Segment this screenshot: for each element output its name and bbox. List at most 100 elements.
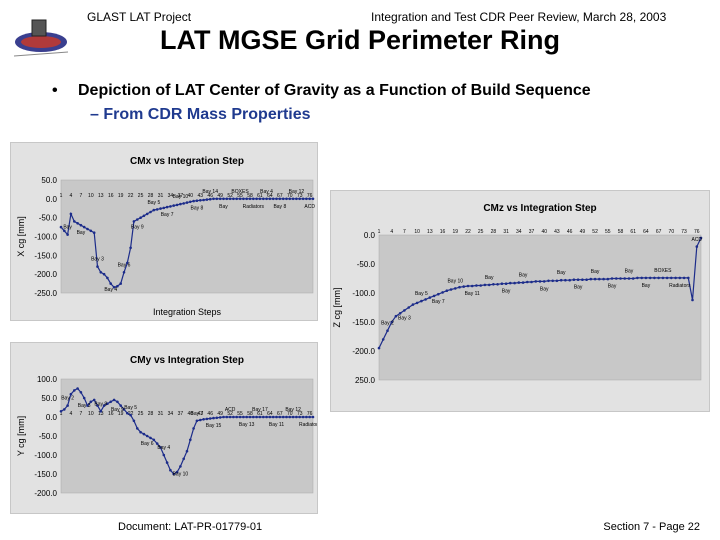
cmx-data-point [149, 210, 152, 214]
cmz-data-point [381, 338, 385, 341]
cmy-data-point [242, 415, 245, 419]
cmz-data-point [509, 281, 512, 285]
cmy-annotation: Bay 9 [111, 407, 124, 413]
cmx-xtick-label: 64 [267, 193, 273, 199]
cmy-annotation: Bay 2 [61, 396, 74, 402]
cmz-data-point [390, 320, 393, 324]
cmy-xtick-label: 4 [70, 411, 73, 417]
glast-logo [10, 12, 72, 62]
cmz-data-point [483, 283, 487, 287]
cmx-data-point [262, 197, 265, 201]
cmz-annotation: Bay [625, 269, 634, 275]
cmy-data-point [305, 415, 308, 419]
cmz-data-point [377, 346, 381, 350]
cmx-data-point [235, 197, 238, 201]
cmx-xtick-label: 76 [307, 193, 313, 199]
cmy-data-point [69, 392, 73, 396]
cmz-xtick-label: 10 [414, 229, 420, 235]
cmx-data-point [205, 198, 209, 201]
cmy-xtick-label: 25 [138, 411, 144, 417]
cmz-data-point [653, 276, 656, 280]
cmz-data-point [674, 276, 677, 280]
cmy-data-point [262, 415, 265, 419]
cmy-xtick-label: 55 [237, 411, 243, 417]
cmx-ytick-label: 50.0 [41, 176, 57, 185]
cmy-data-point [235, 415, 238, 419]
cmy-data-point [59, 410, 63, 413]
cmy-svg: CMy vs Integration Step 100.0 50.0 0.0 -50.0… [16, 355, 317, 498]
cmz-data-point [593, 277, 597, 281]
cmy-data-point [202, 418, 205, 421]
cmy-data-point [308, 415, 312, 419]
cmy-data-point [271, 415, 275, 419]
cmy-xtick-label: 70 [287, 411, 293, 417]
cmx-xlabel: Integration Steps [153, 307, 222, 317]
cmy-data-point [155, 442, 159, 445]
cmx-data-point [185, 201, 189, 204]
cmz-data-point [678, 276, 682, 280]
cmx-data-point [63, 229, 66, 233]
cmx-ylabel: X cg [mm] [16, 216, 26, 257]
cmz-data-point [458, 285, 461, 289]
cmy-data-point [212, 416, 215, 420]
cmz-data-point [526, 280, 529, 284]
cmz-data-point [398, 312, 402, 315]
cmy-annotation: Bay 13 [239, 422, 255, 428]
cmz-data-point [437, 292, 440, 296]
cmy-ytick-label: 100.0 [37, 375, 58, 384]
cmx-svg: CMx vs Integration Step 50.0 0.0 -50.0 -100.… [16, 156, 315, 317]
cmy-plot-area [60, 378, 314, 494]
cmz-data-point [475, 284, 478, 287]
cmx-data-point [179, 202, 182, 206]
cmx-xtick-label: 70 [287, 193, 293, 199]
cmy-xtick-label: 1 [60, 411, 63, 417]
cmy-xtick-label: 40 [188, 411, 194, 417]
cmx-data-point [192, 199, 195, 203]
cmx-title: CMx vs Integration Step [130, 156, 244, 167]
cmz-ytick-label: -200.0 [352, 347, 375, 356]
cmz-annotation: Bay [608, 284, 617, 290]
cmz-xtick-label: 4 [390, 229, 393, 235]
cmy-xtick-label: 10 [88, 411, 94, 417]
cmx-data-point [202, 198, 205, 202]
cmx-data-point [122, 271, 126, 274]
cmz-annotation: Bay 11 [465, 291, 480, 297]
cmz-data-point [428, 296, 432, 299]
cmz-annotation: Bay [642, 283, 651, 289]
cmx-data-point [212, 197, 215, 201]
cmx-annotation: Bay 3 [91, 257, 104, 263]
cmy-data-point [116, 400, 119, 404]
cmx-data-point [102, 272, 106, 276]
cmx-xtick-label: 13 [98, 193, 104, 199]
cmz-ytick-label: -150.0 [352, 318, 375, 327]
cmx-data-point [281, 197, 285, 201]
cmz-annotation: Bay [574, 285, 583, 291]
cmz-annotation: Bay [540, 286, 549, 292]
cmx-data-point [222, 197, 225, 201]
cmz-xtick-label: 55 [605, 229, 611, 235]
cmx-annotation: Bay 9 [131, 225, 144, 231]
page-title: LAT MGSE Grid Perimeter Ring [159, 25, 561, 55]
cmy-data-point [112, 398, 116, 402]
cmy-data-point [238, 415, 242, 419]
cmz-data-point [665, 276, 669, 280]
cmx-xtick-label: 19 [118, 193, 124, 199]
cmz-data-point [581, 278, 584, 281]
cmy-data-point [281, 415, 285, 419]
cmy-xtick-label: 19 [118, 411, 124, 417]
cmy-annotation: Bay 5 [124, 405, 137, 411]
cmx-annotation: Bay 7 [161, 212, 174, 218]
cmz-data-point [699, 236, 703, 240]
cmz-xtick-label: 43 [554, 229, 560, 235]
cmy-xtick-label: 67 [277, 411, 283, 417]
cmz-annotation: BOXES [654, 268, 672, 274]
cmz-xtick-label: 67 [656, 229, 662, 235]
chart-cmx: CMx vs Integration Step 50.0 0.0 -50.0 -100.… [10, 142, 318, 321]
cmx-annotation: Bay 10 [173, 194, 189, 200]
cmx-data-point [271, 197, 275, 201]
cmz-svg: CMz vs Integration Step 0.0 -50.0 -100.0 -15… [332, 203, 703, 385]
cmx-xtick-label: 7 [80, 193, 83, 199]
cmz-data-point [598, 277, 601, 281]
cmy-data-point [152, 438, 156, 442]
cmz-xtick-label: 49 [580, 229, 586, 235]
